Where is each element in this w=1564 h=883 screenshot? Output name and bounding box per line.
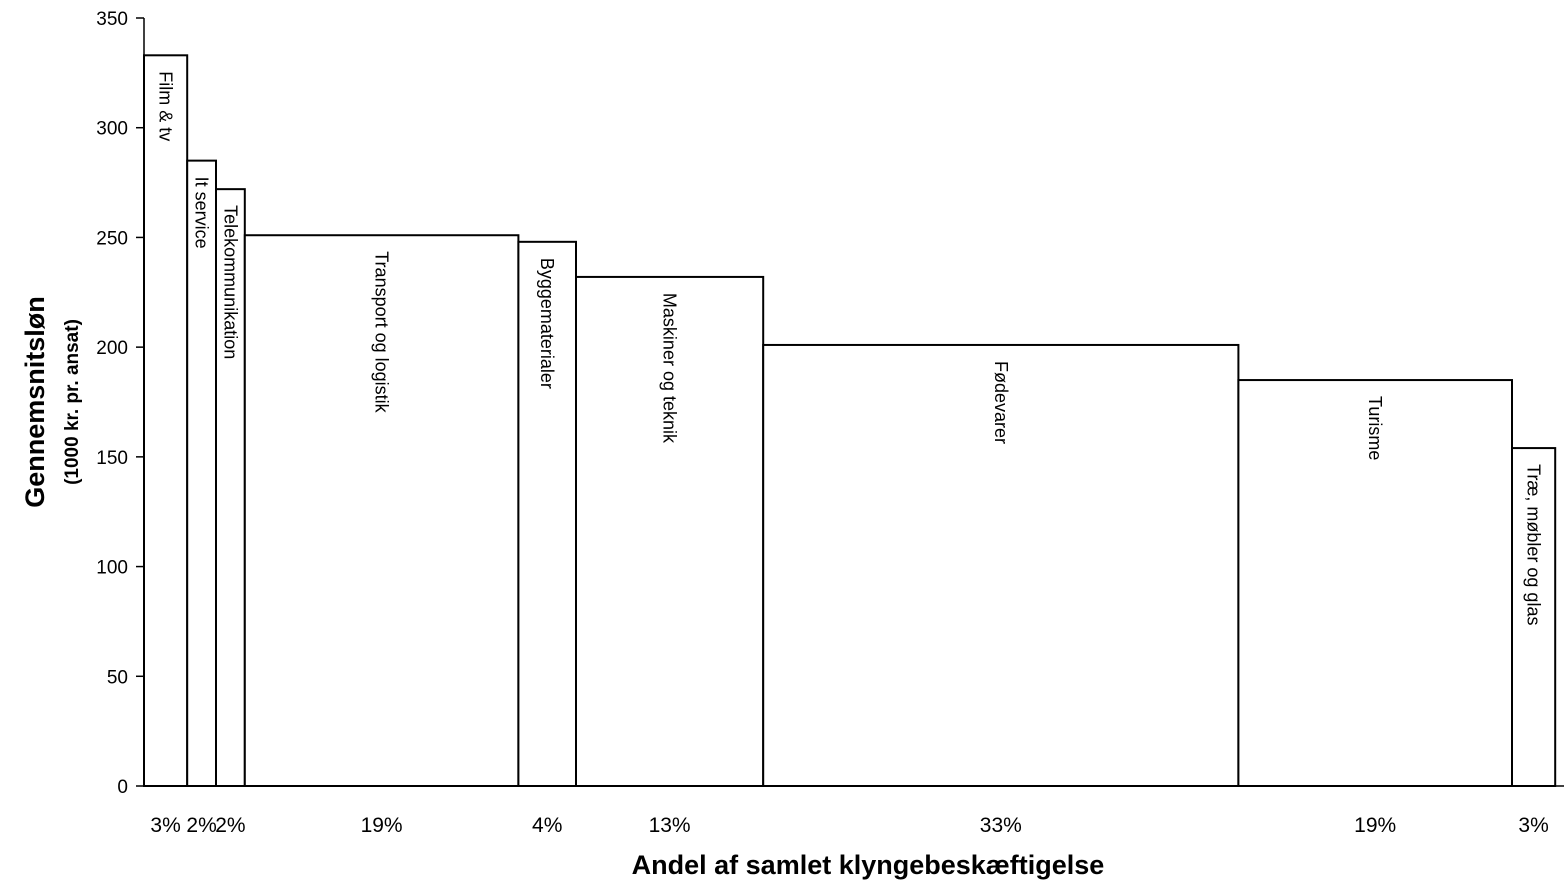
y-tick-label-4: 200	[96, 338, 128, 359]
bar-3	[243, 234, 520, 787]
share-label-4: 4%	[532, 814, 562, 837]
y-tick-label-6: 300	[96, 119, 128, 140]
bar-0	[143, 54, 189, 787]
y-axis-subtitle: (1000 kr. pr. ansat)	[62, 319, 83, 485]
y-axis-ticks: 0 50 100 150 200 250 300 350	[96, 9, 144, 798]
bar-label-1: It service	[192, 177, 212, 249]
share-label-2: 2%	[215, 814, 245, 837]
y-tick-label-1: 50	[107, 667, 128, 688]
bar-6	[762, 343, 1240, 787]
share-label-6: 33%	[980, 814, 1022, 837]
x-axis-share-labels: 3% 2%2% 19% 4% 13% 33% 19% 3%	[150, 814, 1548, 837]
share-label-7: 19%	[1354, 814, 1396, 837]
bar-7	[1237, 379, 1514, 787]
share-label-1: 2%	[186, 814, 216, 837]
share-label-8: 3%	[1518, 814, 1548, 837]
y-tick-label-0: 0	[117, 777, 128, 798]
bar-label-4: Byggematerialer	[537, 258, 557, 389]
y-tick-label-5: 250	[96, 228, 128, 249]
bar-label-3: Transport og logistik	[372, 251, 392, 413]
x-axis-title: Andel af samlet klyngebeskæftigelse	[632, 850, 1105, 880]
y-tick-label-2: 100	[96, 558, 128, 579]
y-tick-label-3: 150	[96, 448, 128, 469]
bar-label-2: Telekommunikation	[220, 205, 240, 359]
bar-5	[575, 275, 765, 787]
bars: Film & tv It service Telekommunikation Tran…	[143, 54, 1557, 787]
share-label-5: 13%	[649, 814, 691, 837]
bar-4	[517, 240, 578, 787]
bar-label-0: Film & tv	[156, 71, 176, 141]
bar-label-7: Turisme	[1365, 396, 1385, 460]
bar-2	[215, 188, 246, 787]
bar-label-6: Fødevarer	[991, 361, 1011, 444]
bar-label-5: Maskiner og teknik	[660, 293, 680, 444]
bar-1	[186, 159, 217, 787]
share-label-0: 3%	[150, 814, 180, 837]
y-tick-label-7: 350	[96, 9, 128, 30]
share-label-3: 19%	[361, 814, 403, 837]
bar-label-8: Træ, møbler og glas	[1524, 464, 1544, 625]
y-axis-title: Gennemsnitsløn	[20, 296, 50, 508]
